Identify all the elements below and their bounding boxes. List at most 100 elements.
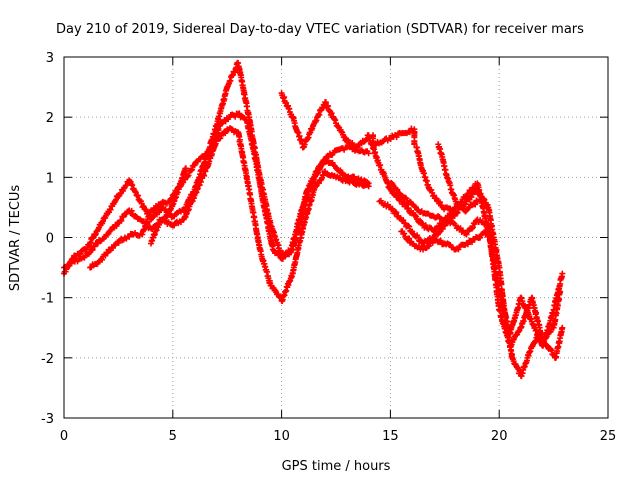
- data-point-trail: [556, 289, 563, 296]
- data-point-trail: [452, 196, 459, 203]
- data-point-trail: [225, 116, 232, 123]
- y-tick-label: -1: [41, 292, 54, 307]
- data-point-trail: [177, 178, 184, 185]
- data-point-trail: [394, 186, 401, 193]
- data-point-trail: [403, 195, 410, 202]
- data-point-trail: [547, 346, 554, 353]
- x-tick-label: 25: [600, 429, 617, 444]
- data-point-trail: [232, 113, 239, 120]
- data-point-trail: [443, 172, 450, 179]
- data-point-trail: [103, 250, 110, 257]
- data-point-trail: [217, 135, 224, 142]
- data-point-trail: [406, 223, 413, 230]
- data-point-trail: [91, 243, 98, 250]
- axis-ticks: [63, 56, 609, 419]
- data-point-trail: [393, 134, 400, 141]
- data-point-trail: [438, 202, 445, 209]
- data-point-trail: [393, 209, 400, 216]
- data-point-trail: [417, 160, 424, 167]
- x-axis-title: GPS time / hours: [282, 459, 391, 474]
- x-tick-label: 5: [169, 429, 177, 444]
- tick-labels: -3 -2 -1 0 1 2 3 0 5 10 15 20 25: [41, 51, 616, 444]
- data-point-trail: [473, 197, 480, 204]
- y-tick-label: -3: [41, 412, 54, 427]
- series-track-f: [387, 179, 564, 350]
- y-tick-label: 2: [46, 111, 54, 126]
- data-point-trail: [118, 217, 125, 224]
- series-track-i: [398, 228, 492, 253]
- data-point-trail: [477, 234, 484, 241]
- data-point-trail: [462, 201, 469, 208]
- data-point-trail: [411, 140, 418, 147]
- data-point-trail: [451, 220, 458, 227]
- data-point-trail: [288, 273, 295, 280]
- data-point-trail: [113, 223, 120, 230]
- data-point-trail: [435, 229, 442, 236]
- data-point: [474, 198, 481, 205]
- data-point-trail: [405, 222, 412, 229]
- data-point-trail: [207, 146, 214, 153]
- data-point-trail: [128, 207, 135, 214]
- data-point-trail: [451, 209, 458, 216]
- data-point-trail: [349, 140, 356, 147]
- data-point-trail: [401, 230, 408, 237]
- x-tick-label: 10: [273, 429, 290, 444]
- y-tick-label: 3: [46, 51, 54, 66]
- data-point-trail: [551, 354, 558, 361]
- series-track-c: [87, 110, 372, 271]
- data-point-trail: [548, 347, 555, 354]
- data-point-trail: [201, 168, 208, 175]
- data-point-trail: [190, 162, 197, 169]
- data-point-trail: [428, 186, 435, 193]
- data-point-trail: [469, 224, 476, 231]
- data-point-trail: [482, 231, 489, 238]
- data-point-trail: [316, 165, 323, 172]
- data-point-trail: [329, 159, 336, 166]
- data-point-trail: [295, 217, 302, 224]
- data-point-trail: [156, 221, 163, 228]
- data-point-trail: [439, 225, 446, 232]
- x-tick-label: 15: [382, 429, 399, 444]
- data-point-trail: [245, 111, 252, 118]
- data-point-trail: [469, 225, 475, 232]
- data-point-trail: [558, 326, 565, 333]
- data-point-trail: [89, 246, 96, 253]
- data-point-trail: [151, 231, 158, 238]
- data-point-trail: [508, 351, 515, 358]
- data-point-trail: [152, 210, 159, 217]
- data-point-trail: [362, 137, 369, 144]
- data-point-trail: [332, 117, 339, 124]
- data-point-trail: [300, 225, 307, 232]
- data-point-trail: [164, 212, 171, 219]
- data-point-trail: [543, 341, 550, 348]
- data-point-trail: [396, 190, 403, 197]
- data-point-trail: [528, 315, 535, 322]
- data-point-trail: [472, 201, 479, 208]
- data-point-trail: [364, 148, 371, 155]
- y-tick-label: 0: [46, 232, 54, 247]
- data-point-trail: [437, 199, 444, 206]
- data-point-trail: [407, 239, 414, 246]
- data-point-trail: [94, 260, 101, 267]
- series-track-g: [413, 144, 459, 217]
- data-point-trail: [421, 173, 428, 180]
- data-point-trail: [483, 228, 490, 235]
- data-point-trail: [484, 201, 491, 208]
- data-point-trail: [190, 195, 197, 202]
- data-point-trail: [234, 59, 241, 66]
- chart-title: Day 210 of 2019, Sidereal Day-to-day VTE…: [56, 22, 584, 37]
- y-tick-label: -2: [41, 352, 54, 367]
- data-point-trail: [415, 234, 422, 241]
- data-point-trail: [406, 235, 413, 242]
- data-point-trail: [99, 256, 106, 263]
- data-point-trail: [405, 205, 412, 212]
- data-point-trail: [236, 110, 243, 117]
- y-tick-label: 1: [46, 171, 54, 186]
- data-point-trail: [81, 254, 88, 261]
- data-point-trail: [188, 166, 195, 173]
- data-point-trail: [464, 241, 471, 248]
- data-point-trail: [364, 179, 371, 186]
- y-axis-title: SDTVAR / TECUs: [8, 185, 23, 292]
- data-points: [61, 59, 566, 380]
- data-point-trail: [182, 165, 189, 172]
